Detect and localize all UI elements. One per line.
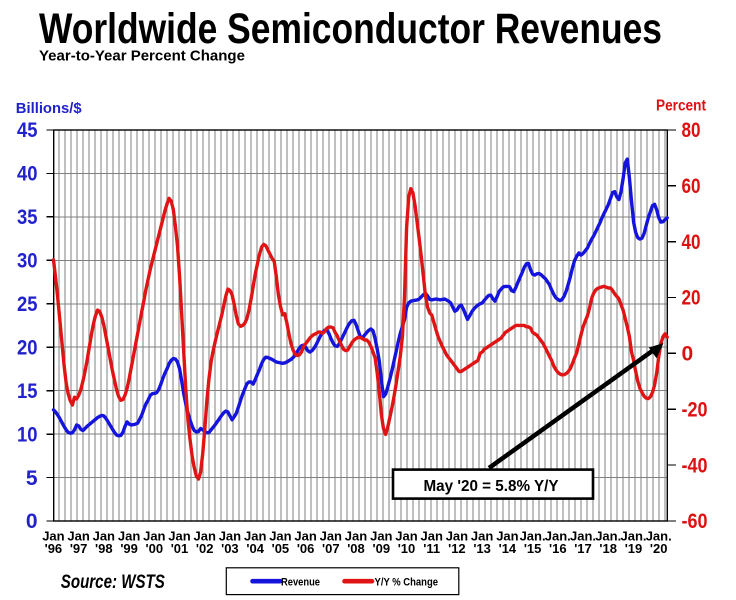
svg-text:40: 40 (17, 163, 38, 186)
svg-text:45: 45 (17, 119, 38, 142)
svg-text:Jan.: Jan. (570, 529, 596, 544)
svg-text:Worldwide Semiconductor Revenu: Worldwide Semiconductor Revenues (39, 5, 662, 53)
svg-text:'02: '02 (196, 541, 214, 556)
svg-text:5: 5 (26, 467, 38, 490)
svg-text:Jan: Jan (168, 529, 190, 544)
svg-text:10: 10 (17, 423, 38, 446)
svg-text:'11: '11 (423, 541, 440, 556)
svg-text:'10: '10 (398, 541, 416, 556)
svg-text:Year-to-Year Percent Change: Year-to-Year Percent Change (39, 48, 245, 65)
svg-text:Jan: Jan (420, 529, 442, 544)
svg-text:Jan: Jan (471, 529, 493, 544)
svg-text:'12: '12 (448, 541, 466, 556)
svg-text:0: 0 (26, 510, 38, 533)
svg-text:20: 20 (17, 336, 38, 359)
svg-text:20: 20 (682, 287, 701, 310)
svg-text:35: 35 (17, 206, 38, 229)
svg-text:'03: '03 (221, 541, 239, 556)
svg-text:Jan.: Jan. (595, 529, 621, 544)
svg-text:Jan: Jan (118, 529, 140, 544)
svg-text:'04: '04 (246, 541, 264, 556)
svg-text:15: 15 (17, 380, 38, 403)
svg-text:30: 30 (17, 250, 38, 273)
svg-text:Jan: Jan (143, 529, 165, 544)
svg-text:Jan: Jan (294, 529, 316, 544)
svg-text:'09: '09 (373, 541, 391, 556)
svg-text:Jan: Jan (67, 529, 89, 544)
svg-text:0: 0 (682, 343, 694, 366)
svg-text:40: 40 (682, 231, 701, 254)
svg-text:'07: '07 (322, 541, 340, 556)
svg-text:60: 60 (682, 175, 701, 198)
svg-text:-20: -20 (682, 398, 708, 421)
svg-text:Jan.: Jan. (646, 529, 672, 544)
svg-text:Y/Y % Change: Y/Y % Change (375, 576, 439, 588)
svg-text:'01: '01 (171, 541, 189, 556)
svg-text:'96: '96 (45, 541, 63, 556)
svg-text:Percent: Percent (656, 98, 707, 115)
svg-text:-40: -40 (682, 454, 708, 477)
svg-text:Source: WSTS: Source: WSTS (61, 572, 165, 593)
svg-text:-60: -60 (682, 510, 708, 533)
svg-text:'16: '16 (549, 541, 567, 556)
svg-text:Jan.: Jan. (545, 529, 571, 544)
svg-text:Jan.: Jan. (520, 529, 546, 544)
svg-text:'99: '99 (120, 541, 138, 556)
svg-text:'13: '13 (473, 541, 491, 556)
svg-text:Jan: Jan (395, 529, 417, 544)
svg-text:Jan: Jan (320, 529, 342, 544)
svg-text:Jan: Jan (93, 529, 115, 544)
svg-text:Billions/$: Billions/$ (16, 101, 83, 117)
svg-text:'17: '17 (574, 541, 592, 556)
svg-text:Jan: Jan (370, 529, 392, 544)
svg-text:'19: '19 (625, 541, 643, 556)
svg-text:'18: '18 (599, 541, 617, 556)
svg-text:'97: '97 (70, 541, 88, 556)
svg-text:Jan: Jan (42, 529, 64, 544)
svg-text:Jan: Jan (219, 529, 241, 544)
svg-text:80: 80 (682, 119, 701, 142)
svg-text:'08: '08 (347, 541, 365, 556)
svg-text:Jan: Jan (496, 529, 518, 544)
svg-text:'14: '14 (499, 541, 517, 556)
svg-text:May '20 = 5.8% Y/Y: May '20 = 5.8% Y/Y (424, 478, 559, 495)
svg-text:'05: '05 (272, 541, 290, 556)
svg-text:Revenue: Revenue (281, 576, 320, 588)
svg-text:Jan.: Jan. (620, 529, 646, 544)
svg-text:'00: '00 (146, 541, 164, 556)
svg-text:Jan: Jan (193, 529, 215, 544)
svg-text:Jan: Jan (446, 529, 468, 544)
svg-text:'20: '20 (650, 541, 668, 556)
svg-text:'06: '06 (297, 541, 315, 556)
svg-text:Jan: Jan (269, 529, 291, 544)
svg-text:Jan: Jan (345, 529, 367, 544)
svg-text:Jan: Jan (244, 529, 266, 544)
svg-text:'98: '98 (95, 541, 113, 556)
svg-text:'15: '15 (524, 541, 542, 556)
svg-text:25: 25 (17, 293, 38, 316)
